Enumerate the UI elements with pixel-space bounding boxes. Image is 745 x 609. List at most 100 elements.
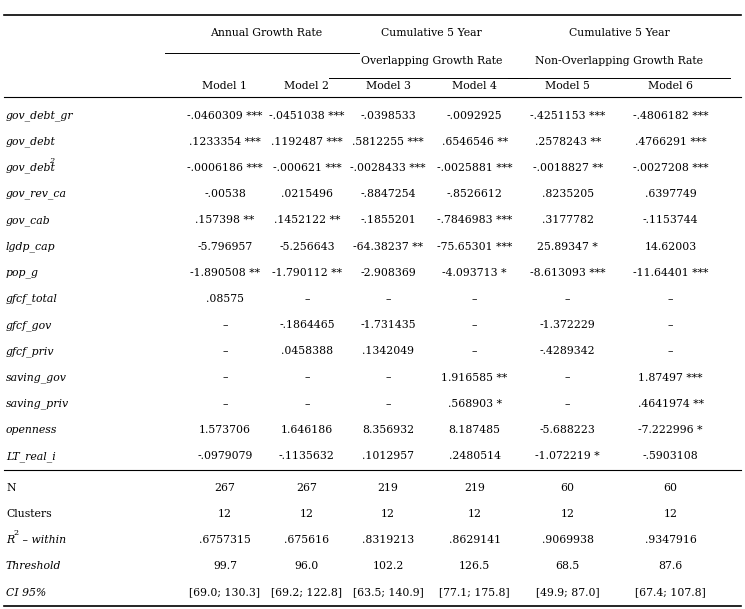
Text: -.0028433 ***: -.0028433 *** xyxy=(350,163,426,173)
Text: [63.5; 140.9]: [63.5; 140.9] xyxy=(353,588,423,597)
Text: -1.372229: -1.372229 xyxy=(540,320,595,330)
Text: –: – xyxy=(385,373,391,382)
Text: -.4251153 ***: -.4251153 *** xyxy=(530,111,606,121)
Text: -.0092925: -.0092925 xyxy=(447,111,502,121)
Text: -.8847254: -.8847254 xyxy=(361,189,416,199)
Text: Model 1: Model 1 xyxy=(203,82,247,91)
Text: -.0018827 **: -.0018827 ** xyxy=(533,163,603,173)
Text: .9069938: .9069938 xyxy=(542,535,594,545)
Text: -.0460309 ***: -.0460309 *** xyxy=(187,111,263,121)
Text: –: – xyxy=(472,294,478,304)
Text: .8629141: .8629141 xyxy=(448,535,501,545)
Text: –: – xyxy=(222,347,228,356)
Text: -.1153744: -.1153744 xyxy=(643,216,698,225)
Text: -1.072219 *: -1.072219 * xyxy=(536,451,600,461)
Text: saving_gov: saving_gov xyxy=(6,372,67,383)
Text: 12: 12 xyxy=(561,509,574,519)
Text: .8319213: .8319213 xyxy=(362,535,414,545)
Text: 126.5: 126.5 xyxy=(459,561,490,571)
Text: 96.0: 96.0 xyxy=(295,561,319,571)
Text: Model 3: Model 3 xyxy=(366,82,410,91)
Text: Non-Overlapping Growth Rate: Non-Overlapping Growth Rate xyxy=(535,56,703,66)
Text: 2: 2 xyxy=(49,157,54,165)
Text: 60: 60 xyxy=(561,483,574,493)
Text: 267: 267 xyxy=(215,483,235,493)
Text: Annual Growth Rate: Annual Growth Rate xyxy=(210,29,322,38)
Text: [69.0; 130.3]: [69.0; 130.3] xyxy=(189,588,261,597)
Text: .0215496: .0215496 xyxy=(281,189,333,199)
Text: gfcf_priv: gfcf_priv xyxy=(6,346,54,357)
Text: .2480514: .2480514 xyxy=(448,451,501,461)
Text: 8.187485: 8.187485 xyxy=(448,425,501,435)
Text: [69.2; 122.8]: [69.2; 122.8] xyxy=(271,588,343,597)
Text: [49.9; 87.0]: [49.9; 87.0] xyxy=(536,588,600,597)
Text: 60: 60 xyxy=(664,483,677,493)
Text: -1.731435: -1.731435 xyxy=(361,320,416,330)
Text: gov_debt: gov_debt xyxy=(6,136,56,147)
Text: 68.5: 68.5 xyxy=(556,561,580,571)
Text: .3177782: .3177782 xyxy=(542,216,594,225)
Text: .5812255 ***: .5812255 *** xyxy=(352,137,424,147)
Text: .157398 **: .157398 ** xyxy=(195,216,255,225)
Text: Model 4: Model 4 xyxy=(452,82,497,91)
Text: .0458388: .0458388 xyxy=(281,347,333,356)
Text: -1.890508 **: -1.890508 ** xyxy=(190,268,260,278)
Text: .1233354 ***: .1233354 *** xyxy=(189,137,261,147)
Text: .1342049: .1342049 xyxy=(362,347,414,356)
Text: -.8526612: -.8526612 xyxy=(446,189,502,199)
Text: -5.796957: -5.796957 xyxy=(197,242,253,252)
Text: 1.87497 ***: 1.87497 *** xyxy=(638,373,703,382)
Text: 219: 219 xyxy=(464,483,485,493)
Text: -64.38237 **: -64.38237 ** xyxy=(353,242,423,252)
Text: gov_debt_gr: gov_debt_gr xyxy=(6,110,74,121)
Text: [77.1; 175.8]: [77.1; 175.8] xyxy=(440,588,510,597)
Text: -.0398533: -.0398533 xyxy=(361,111,416,121)
Text: –: – xyxy=(668,320,673,330)
Text: -.4806182 ***: -.4806182 *** xyxy=(633,111,708,121)
Text: -4.093713 *: -4.093713 * xyxy=(443,268,507,278)
Text: 8.356932: 8.356932 xyxy=(362,425,414,435)
Text: -.0451038 ***: -.0451038 *** xyxy=(269,111,345,121)
Text: Cumulative 5 Year: Cumulative 5 Year xyxy=(568,29,670,38)
Text: .1192487 ***: .1192487 *** xyxy=(271,137,343,147)
Text: -.7846983 ***: -.7846983 *** xyxy=(437,216,513,225)
Text: –: – xyxy=(668,347,673,356)
Text: .4641974 **: .4641974 ** xyxy=(638,399,703,409)
Text: –: – xyxy=(222,399,228,409)
Text: .1452122 **: .1452122 ** xyxy=(273,216,340,225)
Text: –: – xyxy=(668,294,673,304)
Text: -.0979079: -.0979079 xyxy=(197,451,253,461)
Text: -5.688223: -5.688223 xyxy=(539,425,596,435)
Text: 12: 12 xyxy=(300,509,314,519)
Text: N: N xyxy=(6,483,16,493)
Text: -8.613093 ***: -8.613093 *** xyxy=(530,268,606,278)
Text: –: – xyxy=(565,399,571,409)
Text: LT_real_i: LT_real_i xyxy=(6,451,56,462)
Text: -11.64401 ***: -11.64401 *** xyxy=(633,268,708,278)
Text: -.0006186 ***: -.0006186 *** xyxy=(187,163,263,173)
Text: R: R xyxy=(6,535,14,545)
Text: 1.573706: 1.573706 xyxy=(199,425,251,435)
Text: 87.6: 87.6 xyxy=(659,561,682,571)
Text: gov_cab: gov_cab xyxy=(6,215,51,226)
Text: –: – xyxy=(222,320,228,330)
Text: -.000621 ***: -.000621 *** xyxy=(273,163,341,173)
Text: –: – xyxy=(565,294,571,304)
Text: Clusters: Clusters xyxy=(6,509,51,519)
Text: 12: 12 xyxy=(218,509,232,519)
Text: gov_debt: gov_debt xyxy=(6,163,56,174)
Text: .2578243 **: .2578243 ** xyxy=(535,137,600,147)
Text: .6757315: .6757315 xyxy=(199,535,251,545)
Text: 12: 12 xyxy=(381,509,395,519)
Text: saving_priv: saving_priv xyxy=(6,398,69,409)
Text: -.5903108: -.5903108 xyxy=(643,451,698,461)
Text: 12: 12 xyxy=(664,509,677,519)
Text: -.00538: -.00538 xyxy=(204,189,246,199)
Text: 14.62003: 14.62003 xyxy=(644,242,697,252)
Text: 1.916585 **: 1.916585 ** xyxy=(442,373,507,382)
Text: .675616: .675616 xyxy=(285,535,329,545)
Text: -2.908369: -2.908369 xyxy=(361,268,416,278)
Text: –: – xyxy=(472,347,478,356)
Text: gfcf_gov: gfcf_gov xyxy=(6,320,52,331)
Text: .6397749: .6397749 xyxy=(644,189,697,199)
